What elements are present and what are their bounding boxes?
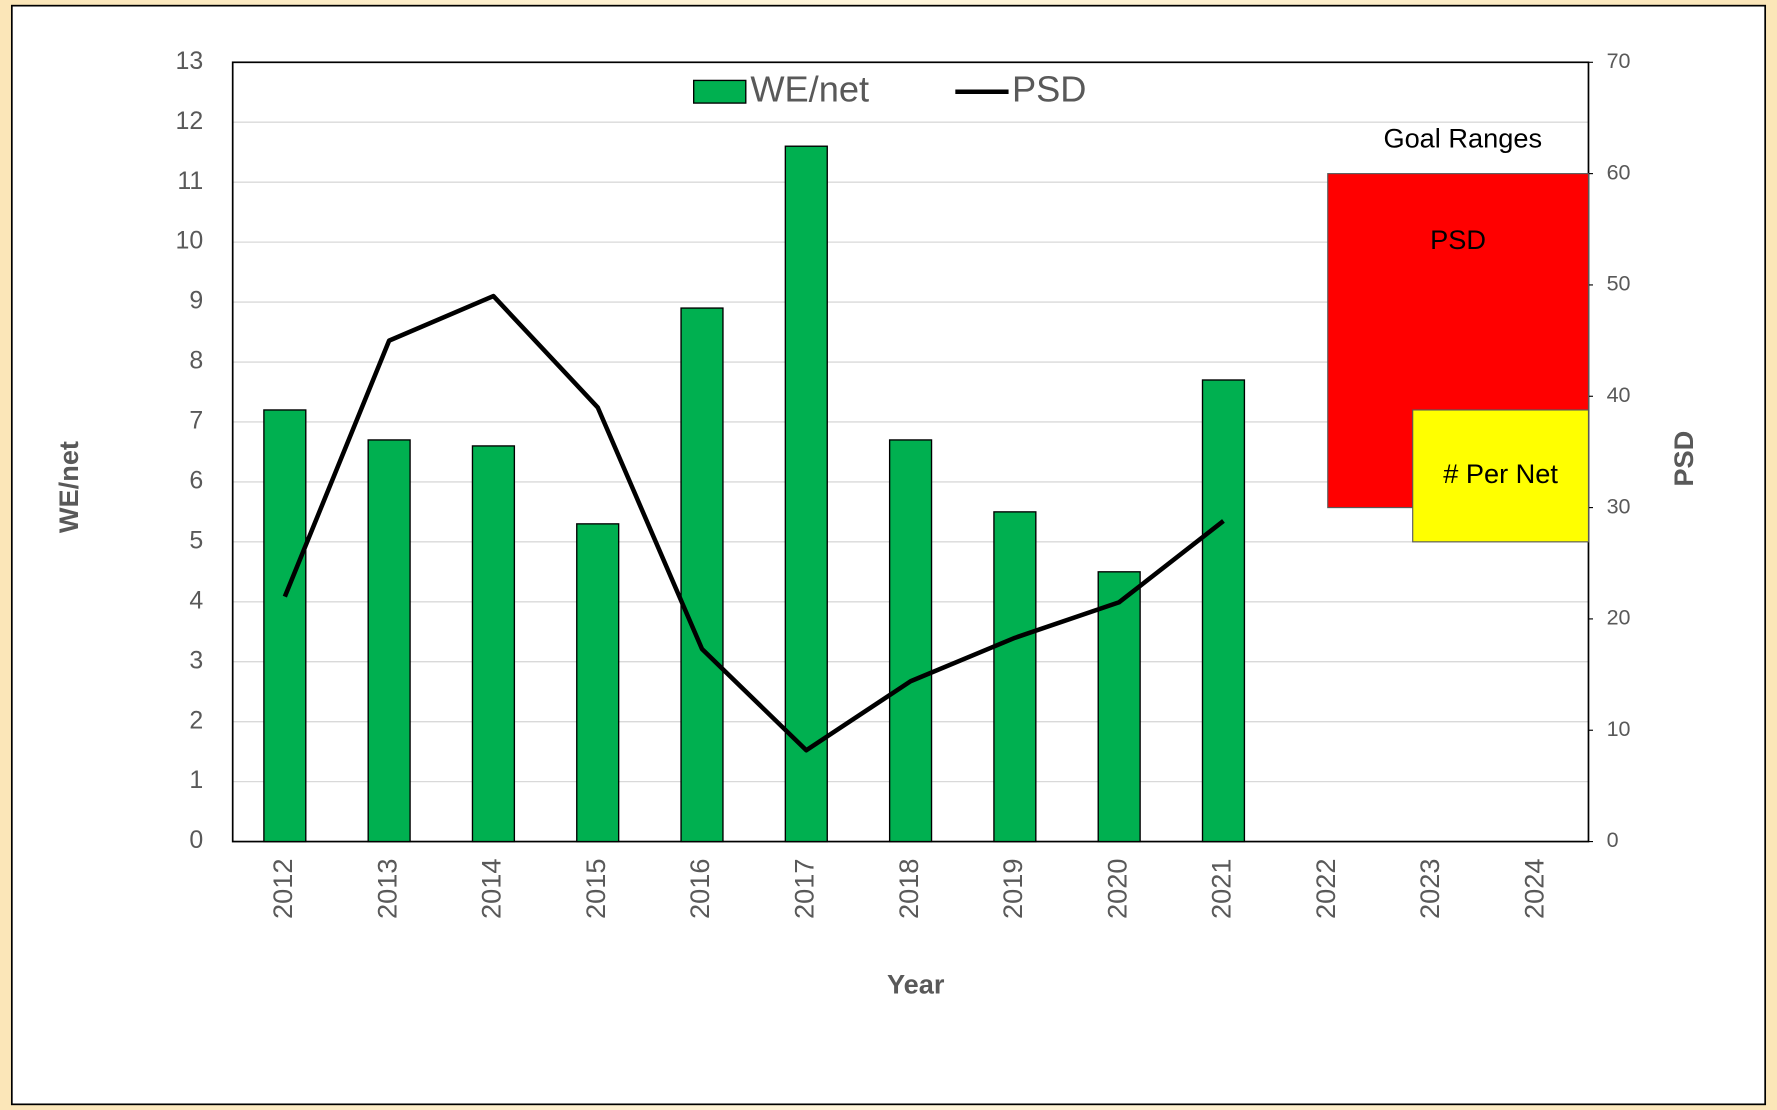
y-tick-label: 9 bbox=[189, 287, 203, 315]
y-tick-label: 3 bbox=[189, 646, 203, 674]
y-tick-label: 8 bbox=[189, 347, 203, 375]
goal-range-label: # Per Net bbox=[1443, 458, 1558, 489]
bar bbox=[680, 307, 724, 843]
y2-tick-label: 10 bbox=[1607, 717, 1631, 741]
bar bbox=[1201, 379, 1246, 843]
y-axis-label: WE/net bbox=[53, 441, 84, 533]
x-tick-label: 2020 bbox=[1101, 859, 1132, 919]
goal-range-label: PSD bbox=[1430, 224, 1486, 255]
x-tick-label: 2021 bbox=[1206, 859, 1237, 919]
line bbox=[282, 293, 1225, 753]
bar bbox=[263, 409, 307, 843]
bar bbox=[367, 439, 411, 843]
x-tick-label: 2014 bbox=[476, 859, 507, 919]
y2-tick-label: 50 bbox=[1607, 272, 1631, 296]
x-tick-label: 2012 bbox=[267, 859, 298, 919]
x-tick-label: 2019 bbox=[997, 859, 1028, 919]
legend-label: PSD bbox=[1012, 68, 1087, 109]
bar bbox=[993, 511, 1037, 843]
legend-label: WE/net bbox=[750, 68, 869, 109]
y-tick-label: 6 bbox=[189, 466, 203, 494]
bar bbox=[1097, 571, 1141, 843]
y-tick-label: 10 bbox=[176, 227, 204, 255]
y2-tick-label: 40 bbox=[1607, 383, 1631, 407]
bar bbox=[888, 439, 933, 843]
y2-axis-label: PSD bbox=[1668, 431, 1699, 487]
x-tick-label: 2018 bbox=[893, 859, 924, 919]
legend-swatch bbox=[693, 79, 747, 104]
x-tick-label: 2023 bbox=[1414, 859, 1445, 919]
x-tick-label: 2016 bbox=[684, 859, 715, 919]
y2-tick-label: 20 bbox=[1607, 606, 1631, 630]
x-axis-label: Year bbox=[887, 969, 945, 1000]
y-tick-label: 0 bbox=[189, 826, 203, 854]
y2-tick-label: 0 bbox=[1607, 828, 1619, 852]
y-tick-label: 1 bbox=[189, 766, 203, 794]
y-tick-label: 2 bbox=[189, 706, 203, 734]
y-tick-label: 13 bbox=[176, 47, 204, 75]
x-tick-label: 2024 bbox=[1519, 859, 1550, 919]
x-tick-label: 2015 bbox=[580, 859, 611, 919]
y-tick-label: 11 bbox=[177, 167, 203, 195]
x-tick-label: 2013 bbox=[371, 859, 402, 919]
y2-tick-label: 60 bbox=[1607, 160, 1631, 184]
bar bbox=[784, 145, 828, 843]
y2-tick-label: 30 bbox=[1607, 494, 1631, 518]
annotation: Goal Ranges bbox=[1383, 123, 1542, 154]
y2-tick-label: 70 bbox=[1607, 49, 1631, 73]
bar bbox=[471, 445, 516, 843]
goal-range bbox=[1412, 409, 1590, 543]
x-tick-label: 2022 bbox=[1310, 859, 1341, 919]
y-tick-label: 12 bbox=[176, 107, 204, 135]
bar bbox=[576, 523, 620, 843]
y-tick-label: 4 bbox=[189, 586, 203, 614]
x-tick-label: 2017 bbox=[788, 859, 819, 919]
y-tick-label: 7 bbox=[189, 407, 203, 435]
y-tick-label: 5 bbox=[189, 526, 203, 554]
